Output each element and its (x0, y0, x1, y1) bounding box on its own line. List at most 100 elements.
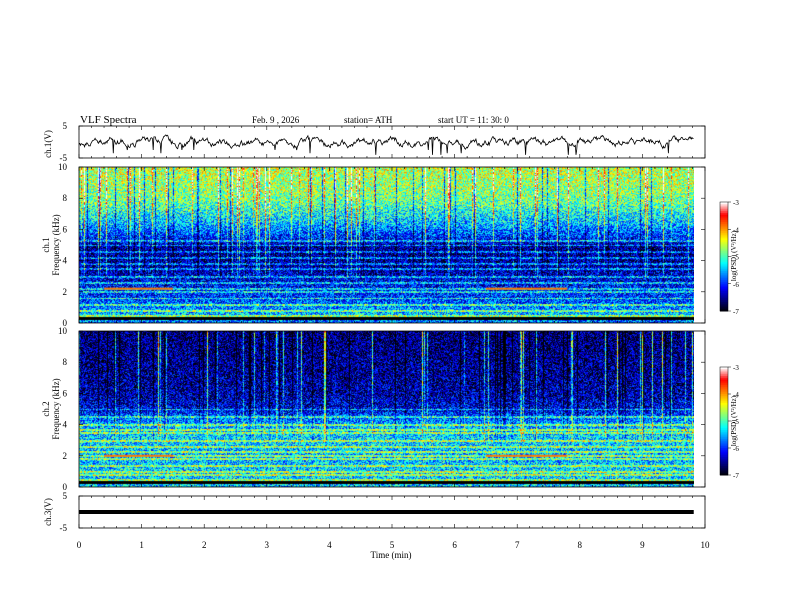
colorbar-swatch (720, 232, 728, 236)
colorbar-swatch (720, 446, 728, 449)
colorbar-tick-label: -3 (733, 364, 739, 372)
colorbar-swatch (720, 467, 728, 471)
colorbar-swatch (720, 431, 728, 435)
colorbar-swatch (720, 421, 728, 424)
ch2-spectrogram-image (79, 331, 694, 487)
colorbar-swatch (720, 437, 728, 440)
colorbar-swatch (720, 419, 728, 422)
ch3-voltage-ylabel: ch.3(V) (43, 498, 53, 526)
colorbar-swatch (720, 390, 728, 393)
colorbar-swatch (720, 410, 728, 413)
x-tick-label: 8 (578, 540, 583, 550)
colorbar-swatch (720, 283, 728, 287)
colorbar-swatch (720, 455, 728, 458)
x-tick-label: 5 (390, 540, 395, 550)
colorbar-tick-label: -7 (733, 308, 739, 316)
colorbar-swatch (720, 428, 728, 431)
colorbar-swatch (720, 401, 728, 404)
y-tick-label: 0 (63, 482, 68, 492)
colorbar-swatch (720, 368, 728, 372)
colorbar-swatch (720, 435, 728, 438)
colorbar-swatch (720, 209, 728, 212)
colorbar-swatch (720, 305, 728, 308)
colorbar-swatch (720, 383, 728, 386)
colorbar-swatch (720, 203, 728, 207)
colorbar-swatch (720, 413, 728, 417)
colorbar-swatch (720, 216, 728, 219)
colorbar-swatch (720, 214, 728, 218)
colorbar-tick-label: -4 (733, 226, 739, 234)
ch1-spectrogram-ylabel-frequency: Frequency (kHz) (51, 214, 61, 275)
colorbar-swatch (720, 294, 728, 297)
colorbar-swatch (720, 395, 728, 399)
start-time-label: start UT = 11: 30: 0 (438, 115, 509, 125)
colorbar-swatch (720, 388, 728, 391)
colorbar-swatch (720, 372, 728, 375)
colorbar-swatch (720, 247, 728, 250)
colorbar-swatch (720, 412, 728, 415)
colorbar-swatch (720, 212, 728, 216)
ch1-colorbar: -3 -4 -5 -6 -7 (719, 199, 739, 316)
colorbar-swatch (720, 370, 728, 373)
colorbar-swatch (720, 211, 728, 214)
colorbar-swatch (720, 269, 728, 272)
colorbar-swatch (720, 220, 728, 223)
colorbar-swatch (720, 261, 728, 265)
y-tick-label: 8 (63, 357, 68, 367)
y-tick-label: 4 (63, 420, 68, 430)
date-label: Feb. 9 , 2026 (252, 115, 300, 125)
x-tick-label: 2 (202, 540, 207, 550)
colorbar-swatch (720, 241, 728, 245)
colorbar-tick-label: -7 (733, 472, 739, 480)
colorbar-swatch (720, 453, 728, 456)
ch2-colorbar-label: log(PSD) (V²/Hz) (730, 395, 738, 446)
colorbar-tick-label: -6 (733, 445, 739, 453)
colorbar-swatch (720, 291, 728, 294)
y-tick-label: 5 (63, 491, 68, 501)
colorbar-swatch (720, 238, 728, 241)
colorbar-swatch (720, 229, 728, 232)
colorbar-swatch (720, 448, 728, 451)
colorbar-swatch (720, 225, 728, 228)
colorbar-swatch (720, 397, 728, 400)
colorbar-swatch (720, 240, 728, 243)
y-tick-label: 10 (58, 326, 68, 336)
colorbar-swatch (720, 462, 728, 465)
x-tick-label: 1 (139, 540, 144, 550)
colorbar-swatch (720, 296, 728, 299)
ch1-voltage-trace (78, 134, 694, 155)
y-tick-label: 5 (63, 121, 68, 131)
colorbar-swatch (720, 439, 728, 442)
colorbar-swatch (720, 426, 728, 429)
x-axis-label: Time (min) (371, 550, 412, 560)
colorbar-swatch (720, 243, 728, 247)
colorbar-swatch (720, 251, 728, 254)
colorbar-swatch (720, 265, 728, 268)
colorbar-swatch (720, 309, 728, 312)
colorbar-swatch (720, 464, 728, 467)
y-tick-label: 2 (63, 451, 68, 461)
colorbar-swatch (720, 449, 728, 453)
colorbar-swatch (720, 469, 728, 472)
colorbar-tick-label: -4 (733, 391, 739, 399)
colorbar-swatch (720, 258, 728, 261)
colorbar-swatch (720, 403, 728, 406)
ch1-voltage-ylabel: ch.1(V) (43, 130, 53, 158)
colorbar-swatch (720, 376, 728, 379)
colorbar-tick-label: -6 (733, 281, 739, 289)
colorbar-swatch (720, 231, 728, 234)
colorbar-swatch (720, 260, 728, 263)
x-tick-label: 10 (701, 540, 711, 550)
colorbar-swatch (720, 422, 728, 426)
y-tick-label: 6 (63, 224, 68, 234)
colorbar-swatch (720, 207, 728, 210)
colorbar-swatch (720, 202, 728, 205)
colorbar-swatch (720, 271, 728, 274)
colorbar-swatch (720, 287, 728, 290)
ch1-spectrogram-image (79, 167, 694, 323)
y-tick-label: 4 (63, 256, 68, 266)
ch2-spectrogram-ylabel-frequency: Frequency (kHz) (51, 378, 61, 439)
colorbar-swatch (720, 399, 728, 402)
ch1-spectrogram-panel: 0 2 4 6 8 10 (58, 162, 706, 328)
